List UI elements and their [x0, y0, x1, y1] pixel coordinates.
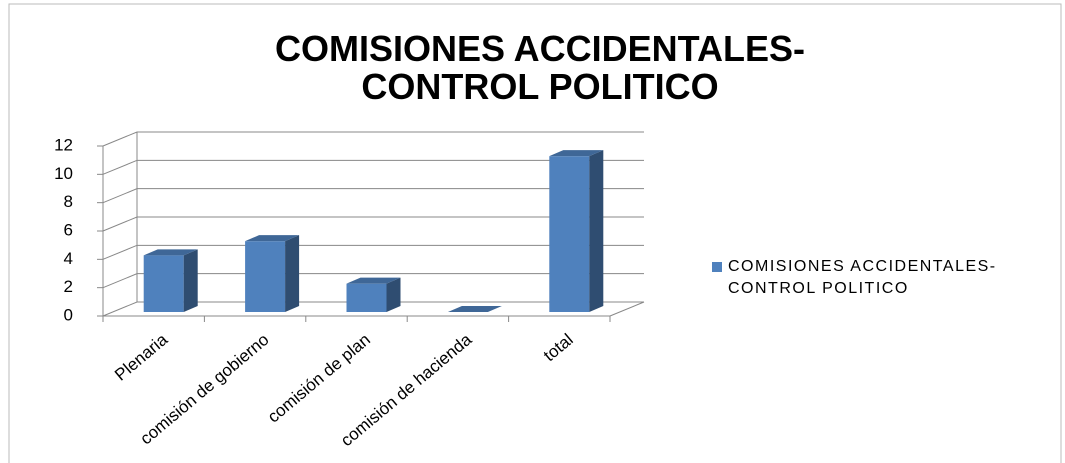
bar-top: [245, 235, 300, 242]
y-tick-label: 2: [64, 277, 73, 296]
grid-line: [102, 216, 644, 232]
x-tick-label: comisión de plan: [264, 330, 374, 427]
bar-front: [346, 283, 387, 312]
grid-line: [102, 159, 644, 175]
frame: [8, 3, 1062, 463]
grid-line: [102, 131, 644, 147]
bar-side: [386, 277, 401, 312]
floor-edge: [609, 301, 645, 317]
bar-side: [285, 235, 300, 312]
bar-side: [183, 249, 198, 312]
y-tick-label: 12: [54, 135, 73, 154]
y-tick-label: 4: [64, 249, 73, 268]
bar-top: [143, 249, 198, 256]
bar-front: [143, 255, 184, 312]
grid-line: [102, 244, 644, 260]
bar-front: [245, 241, 286, 312]
legend-swatch: [712, 262, 722, 272]
y-tick-label: 8: [64, 192, 73, 211]
y-tick-label: 0: [64, 305, 73, 324]
y-tick-label: 10: [54, 164, 73, 183]
bar-side: [589, 150, 604, 312]
grid-line: [102, 273, 644, 289]
legend-label: COMISIONES ACCIDENTALES- CONTROL POLITIC…: [728, 258, 997, 297]
bar-top: [549, 150, 604, 157]
chart-title: COMISIONES ACCIDENTALES- CONTROL POLITIC…: [274, 28, 805, 107]
x-tick-label: Plenaria: [111, 330, 171, 385]
y-tick-label: 6: [64, 220, 73, 239]
x-tick-label: total: [540, 330, 577, 365]
bar-front: [549, 156, 590, 312]
bar-top: [447, 306, 502, 312]
grid-line: [102, 301, 644, 317]
bar-top: [346, 277, 401, 284]
grid-line: [102, 188, 644, 204]
